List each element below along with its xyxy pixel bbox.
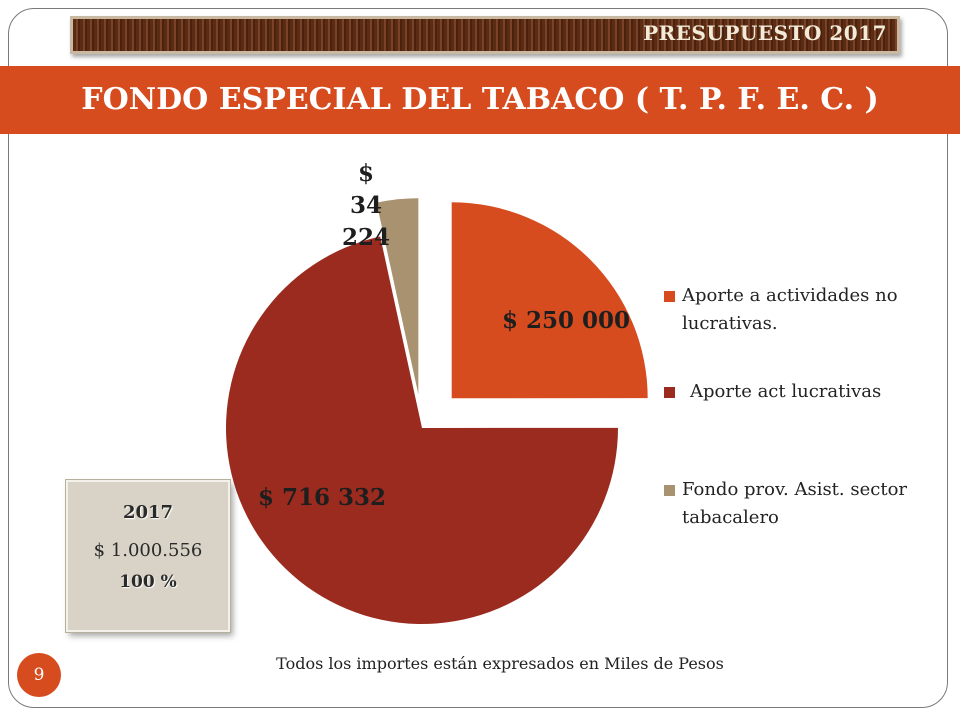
- legend-swatch: [664, 485, 675, 496]
- slice-label-lucrativas: $ 716 332: [257, 484, 387, 511]
- total-summary-box: 2017 $ 1.000.556 100 %: [65, 479, 231, 633]
- budget-label: PRESUPUESTO 2017: [643, 21, 887, 45]
- pie-slice-fondo-asistencia: [376, 198, 419, 395]
- slice-label-no-lucrativas: $ 250 000: [501, 307, 631, 334]
- budget-header-bar: PRESUPUESTO 2017: [70, 16, 900, 54]
- legend-swatch: [664, 291, 675, 302]
- total-year: 2017: [122, 502, 174, 523]
- pie-slice-no-lucrativas: [451, 202, 648, 399]
- total-amount: $ 1.000.556: [93, 540, 203, 561]
- slice-label-fondo-asistencia: $ 34 224: [341, 160, 390, 251]
- page-number-badge: 9: [17, 653, 61, 697]
- page-title: FONDO ESPECIAL DEL TABACO ( T. P. F. E. …: [81, 82, 879, 117]
- title-band: FONDO ESPECIAL DEL TABACO ( T. P. F. E. …: [0, 66, 960, 134]
- slide-frame: [8, 8, 948, 708]
- legend-label: Aporte act lucrativas: [690, 381, 882, 402]
- total-percent: 100 %: [119, 572, 177, 592]
- footnote: Todos los importes están expresados en M…: [276, 654, 724, 673]
- legend-label: Fondo prov. Asist. sector tabacalero: [682, 479, 908, 528]
- legend-swatch: [664, 387, 675, 398]
- pie-slice-lucrativas: [226, 236, 619, 624]
- legend-label: Aporte a actividades no lucrativas.: [682, 285, 898, 334]
